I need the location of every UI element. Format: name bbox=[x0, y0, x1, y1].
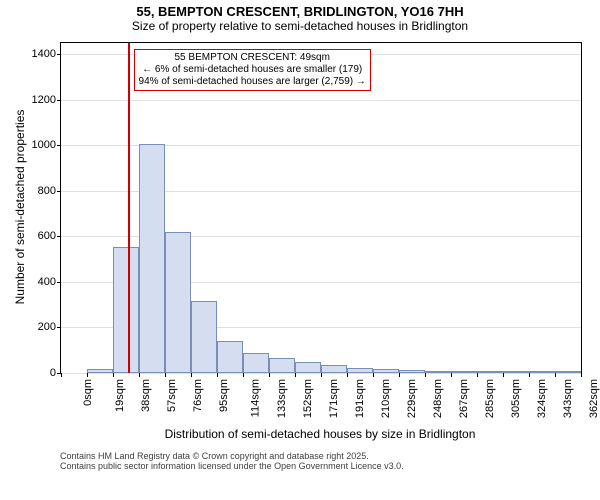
xtick-mark bbox=[321, 373, 322, 377]
xtick-mark bbox=[477, 373, 478, 377]
histogram-bar bbox=[269, 358, 295, 373]
ytick-mark bbox=[57, 100, 61, 101]
xtick-label: 267sqm bbox=[458, 379, 470, 418]
histogram-bar bbox=[139, 144, 165, 373]
x-axis-label: Distribution of semi-detached houses by … bbox=[60, 427, 580, 441]
ytick-mark bbox=[57, 191, 61, 192]
histogram-bar bbox=[87, 369, 113, 373]
histogram-bar bbox=[295, 362, 321, 373]
ytick-mark bbox=[57, 327, 61, 328]
ytick-mark bbox=[57, 54, 61, 55]
xtick-label: 248sqm bbox=[432, 379, 444, 418]
histogram-bar bbox=[555, 371, 581, 373]
ytick-label: 800 bbox=[38, 185, 56, 197]
xtick-mark bbox=[581, 373, 582, 377]
xtick-label: 133sqm bbox=[276, 379, 288, 418]
histogram-bar bbox=[191, 301, 217, 373]
y-axis-label: Number of semi-detached properties bbox=[13, 42, 27, 372]
xtick-label: 305sqm bbox=[510, 379, 522, 418]
histogram-bar bbox=[165, 232, 191, 373]
title-block: 55, BEMPTON CRESCENT, BRIDLINGTON, YO16 … bbox=[0, 0, 600, 33]
gridline bbox=[61, 100, 581, 101]
annotation-line1: 55 BEMPTON CRESCENT: 49sqm bbox=[139, 52, 366, 64]
reference-line bbox=[128, 43, 130, 373]
xtick-mark bbox=[295, 373, 296, 377]
xtick-mark bbox=[165, 373, 166, 377]
xtick-mark bbox=[243, 373, 244, 377]
xtick-mark bbox=[529, 373, 530, 377]
histogram-bar bbox=[217, 341, 243, 373]
histogram-bar bbox=[347, 368, 373, 373]
attribution: Contains HM Land Registry data © Crown c… bbox=[60, 452, 404, 472]
histogram-bar bbox=[503, 371, 529, 373]
xtick-label: 95sqm bbox=[218, 379, 230, 412]
histogram-bar bbox=[399, 370, 425, 373]
xtick-label: 19sqm bbox=[114, 379, 126, 412]
xtick-label: 38sqm bbox=[140, 379, 152, 412]
xtick-mark bbox=[87, 373, 88, 377]
ytick-label: 1400 bbox=[32, 48, 56, 60]
annotation-box: 55 BEMPTON CRESCENT: 49sqm← 6% of semi-d… bbox=[134, 49, 371, 91]
ytick-label: 600 bbox=[38, 230, 56, 242]
histogram-bar bbox=[451, 371, 477, 373]
annotation-line3: 94% of semi-detached houses are larger (… bbox=[139, 76, 366, 88]
xtick-mark bbox=[217, 373, 218, 377]
xtick-label: 285sqm bbox=[484, 379, 496, 418]
xtick-label: 152sqm bbox=[302, 379, 314, 418]
histogram-bar bbox=[477, 371, 503, 373]
xtick-label: 229sqm bbox=[406, 379, 418, 418]
xtick-label: 210sqm bbox=[380, 379, 392, 418]
xtick-mark bbox=[503, 373, 504, 377]
xtick-mark bbox=[191, 373, 192, 377]
xtick-mark bbox=[451, 373, 452, 377]
ytick-mark bbox=[57, 236, 61, 237]
chart-container: 55, BEMPTON CRESCENT, BRIDLINGTON, YO16 … bbox=[0, 0, 600, 500]
title-main: 55, BEMPTON CRESCENT, BRIDLINGTON, YO16 … bbox=[0, 4, 600, 19]
xtick-label: 362sqm bbox=[588, 379, 600, 418]
xtick-mark bbox=[373, 373, 374, 377]
attribution-line2: Contains public sector information licen… bbox=[60, 462, 404, 472]
ytick-label: 400 bbox=[38, 276, 56, 288]
annotation-line2: ← 6% of semi-detached houses are smaller… bbox=[139, 64, 366, 76]
xtick-mark bbox=[555, 373, 556, 377]
xtick-label: 76sqm bbox=[192, 379, 204, 412]
xtick-mark bbox=[113, 373, 114, 377]
title-sub: Size of property relative to semi-detach… bbox=[0, 19, 600, 33]
xtick-mark bbox=[347, 373, 348, 377]
xtick-label: 171sqm bbox=[328, 379, 340, 418]
histogram-bar bbox=[113, 247, 139, 373]
ytick-mark bbox=[57, 145, 61, 146]
ytick-label: 1200 bbox=[32, 94, 56, 106]
histogram-bar bbox=[425, 371, 451, 373]
xtick-label: 343sqm bbox=[562, 379, 574, 418]
ytick-label: 1000 bbox=[32, 139, 56, 151]
xtick-label: 114sqm bbox=[249, 379, 261, 417]
xtick-mark bbox=[269, 373, 270, 377]
ytick-mark bbox=[57, 282, 61, 283]
xtick-label: 324sqm bbox=[536, 379, 548, 418]
xtick-mark bbox=[399, 373, 400, 377]
xtick-label: 191sqm bbox=[354, 379, 366, 418]
xtick-mark bbox=[61, 373, 62, 377]
histogram-bar bbox=[373, 369, 399, 373]
histogram-bar bbox=[243, 353, 269, 373]
xtick-label: 57sqm bbox=[166, 379, 178, 412]
ytick-label: 0 bbox=[50, 367, 56, 379]
xtick-label: 0sqm bbox=[82, 379, 94, 406]
plot-area: 02004006008001000120014000sqm19sqm38sqm5… bbox=[60, 42, 582, 374]
xtick-mark bbox=[425, 373, 426, 377]
xtick-mark bbox=[139, 373, 140, 377]
ytick-label: 200 bbox=[38, 321, 56, 333]
histogram-bar bbox=[321, 365, 347, 373]
histogram-bar bbox=[529, 371, 555, 373]
